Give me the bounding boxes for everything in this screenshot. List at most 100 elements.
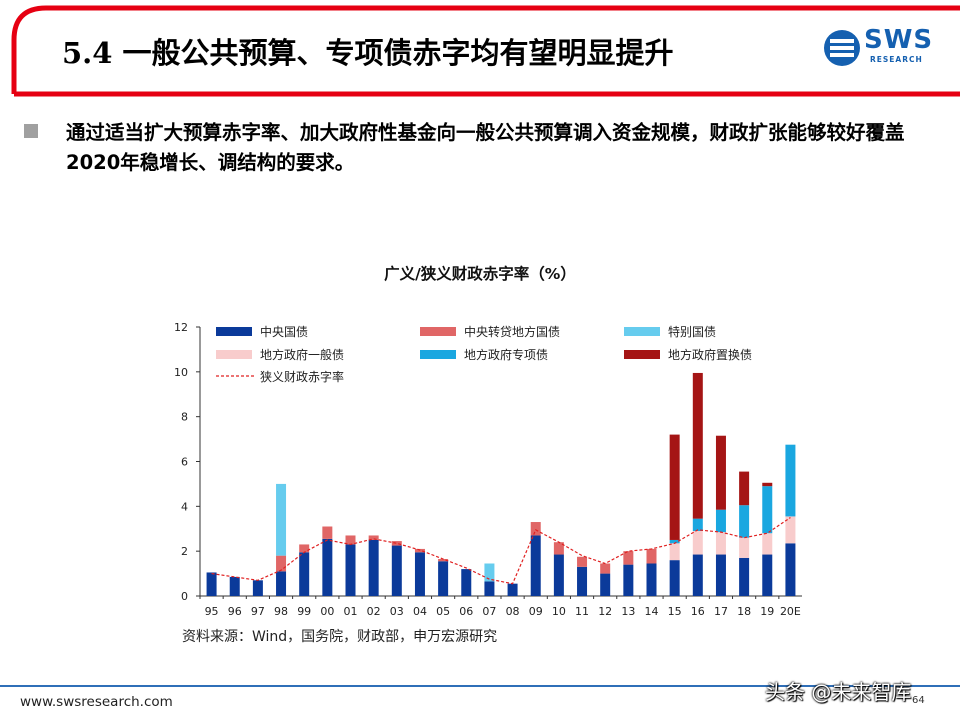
logo-subtext: RESEARCH: [870, 55, 923, 64]
x-tick-label: 15: [668, 605, 682, 618]
bar-segment: [739, 471, 750, 506]
bar-segment: [785, 444, 796, 517]
bar-segment: [692, 372, 703, 519]
bar-segment: [577, 556, 588, 567]
bar-segment: [623, 564, 634, 596]
bar-segment: [669, 434, 680, 540]
x-tick-label: 00: [320, 605, 334, 618]
bar-segment: [368, 535, 379, 540]
bar-segment: [646, 563, 657, 596]
x-tick-label: 12: [598, 605, 612, 618]
bar-segment: [785, 516, 796, 544]
red-frame: [11, 5, 960, 94]
bar-segment: [276, 483, 287, 556]
title-bar: 5.4 一般公共预算、专项债赤字均有望明显提升 SWS RESEARCH: [0, 0, 960, 100]
bar-segment: [669, 560, 680, 596]
page-number: 64: [912, 695, 925, 706]
bar-segment: [391, 541, 402, 546]
sws-logo: SWS RESEARCH: [822, 25, 942, 68]
y-tick-label: 6: [181, 456, 188, 469]
legend-label: 中央转贷地方国债: [464, 324, 560, 339]
bar-segment: [368, 539, 379, 596]
legend-label: 中央国债: [260, 324, 308, 339]
x-tick-label: 10: [552, 605, 566, 618]
y-tick-label: 2: [181, 545, 188, 558]
x-tick-label: 98: [274, 605, 288, 618]
legend-label: 地方政府一般债: [260, 347, 344, 362]
bar-segment: [276, 555, 287, 572]
bar-segment: [715, 509, 726, 533]
bar-segment: [530, 522, 541, 536]
x-tick-label: 01: [344, 605, 358, 618]
legend-swatch: [420, 327, 456, 336]
bullet-square-icon: [24, 124, 38, 138]
bar-segment: [669, 543, 680, 561]
legend-label: 地方政府专项债: [464, 347, 548, 362]
bar-segment: [762, 554, 773, 596]
bar-segment: [414, 552, 425, 596]
bar-segment: [692, 554, 703, 596]
watermark: 头条 @未来智库: [765, 680, 912, 704]
y-tick-label: 10: [174, 366, 188, 379]
bar-segment: [715, 435, 726, 510]
x-tick-label: 95: [205, 605, 219, 618]
bar-segment: [553, 542, 564, 555]
bar-segment: [553, 554, 564, 596]
bar-segment: [252, 580, 263, 596]
x-tick-label: 17: [714, 605, 728, 618]
logo-text: SWS: [864, 25, 934, 55]
x-tick-label: 99: [297, 605, 311, 618]
legend-label: 地方政府置换债: [668, 347, 752, 362]
legend-label: 狭义财政赤字率: [260, 369, 344, 384]
footer-line: [0, 685, 960, 687]
bar-segment: [391, 545, 402, 596]
bar-segment: [484, 581, 495, 596]
bar-segment: [299, 552, 310, 596]
bar-segment: [715, 554, 726, 596]
bar-segment: [715, 532, 726, 555]
bar-segment: [739, 557, 750, 596]
bar-segment: [692, 518, 703, 531]
bar-segment: [484, 563, 495, 582]
legend-swatch: [624, 350, 660, 359]
bar-segment: [739, 537, 750, 558]
source-note: 资料来源：Wind，国务院，财政部，申万宏源研究: [182, 629, 498, 645]
footer-url[interactable]: www.swsresearch.com: [20, 694, 173, 710]
legend-swatch: [216, 327, 252, 336]
slide-title: 5.4 一般公共预算、专项债赤字均有望明显提升: [62, 36, 674, 70]
bar-segment: [322, 538, 333, 596]
legend-swatch: [624, 327, 660, 336]
x-tick-label: 04: [413, 605, 427, 618]
bar-segment: [600, 563, 611, 574]
bar-segment: [229, 576, 240, 596]
x-tick-label: 96: [228, 605, 242, 618]
y-tick-label: 12: [174, 321, 188, 334]
x-tick-label: 19: [760, 605, 774, 618]
x-tick-label: 02: [367, 605, 381, 618]
x-tick-label: 13: [621, 605, 635, 618]
x-tick-label: 06: [459, 605, 473, 618]
x-tick-label: 05: [436, 605, 450, 618]
bar-segment: [438, 561, 449, 596]
x-tick-label: 14: [645, 605, 659, 618]
bar-segment: [507, 583, 518, 596]
bar-segment: [692, 530, 703, 555]
legend-label: 特别国债: [668, 324, 716, 339]
x-tick-label: 11: [575, 605, 589, 618]
bar-segment: [206, 572, 217, 596]
bar-segment: [276, 571, 287, 596]
bullet-text: 通过适当扩大预算赤字率、加大政府性基金向一般公共预算调入资金规模，财政扩张能够较…: [66, 121, 905, 174]
y-tick-label: 4: [181, 500, 188, 513]
bar-segment: [577, 566, 588, 596]
y-tick-label: 0: [181, 590, 188, 603]
title-bar-shape: [2, 2, 960, 97]
bar-segment: [345, 535, 356, 545]
bar-segment: [623, 551, 634, 565]
chart-title: 广义/狭义财政赤字率（%）: [384, 265, 576, 283]
bar-segment: [646, 548, 657, 564]
x-tick-label: 03: [390, 605, 404, 618]
legend-swatch: [216, 350, 252, 359]
bar-segment: [762, 482, 773, 487]
deficit-line: [211, 517, 791, 585]
bar-segment: [762, 486, 773, 534]
